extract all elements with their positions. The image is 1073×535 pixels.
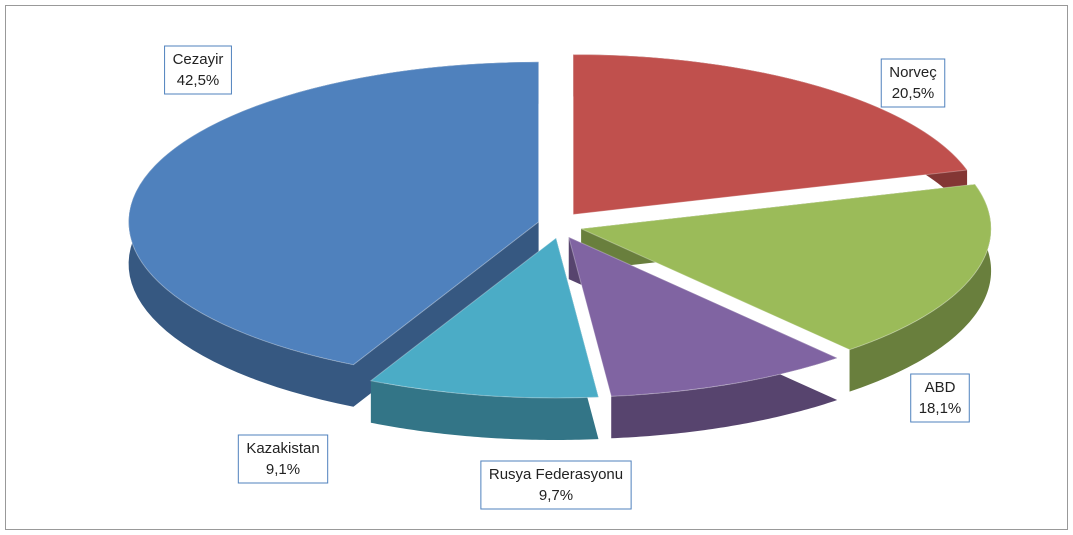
label-value: 9,1% — [266, 461, 300, 478]
data-label: Rusya Federasyonu 9,7% — [480, 460, 632, 510]
label-name: Kazakistan — [246, 440, 319, 457]
slice — [567, 236, 839, 397]
label-value: 42,5% — [177, 72, 220, 89]
data-label: ABD 18,1% — [910, 373, 970, 423]
slice — [572, 53, 969, 216]
label-value: 18,1% — [919, 400, 962, 417]
label-box — [237, 434, 329, 484]
data-label: Cezayir 42,5% — [164, 45, 232, 95]
label-box — [910, 373, 970, 423]
label-name: ABD — [925, 379, 956, 396]
label-name: Cezayir — [173, 51, 224, 68]
label-name: Rusya Federasyonu — [489, 466, 623, 483]
data-label: Norveç 20,5% — [880, 58, 946, 108]
slice-side — [370, 237, 599, 440]
slice — [579, 183, 992, 351]
label-name: Norveç — [889, 64, 937, 81]
label-box — [164, 45, 232, 95]
label-box — [480, 460, 632, 510]
label-box — [880, 58, 946, 108]
label-value: 9,7% — [539, 487, 573, 504]
slice — [369, 237, 600, 399]
label-value: 20,5% — [892, 85, 935, 102]
data-label: Kazakistan 9,1% — [237, 434, 329, 484]
slice — [128, 61, 540, 366]
